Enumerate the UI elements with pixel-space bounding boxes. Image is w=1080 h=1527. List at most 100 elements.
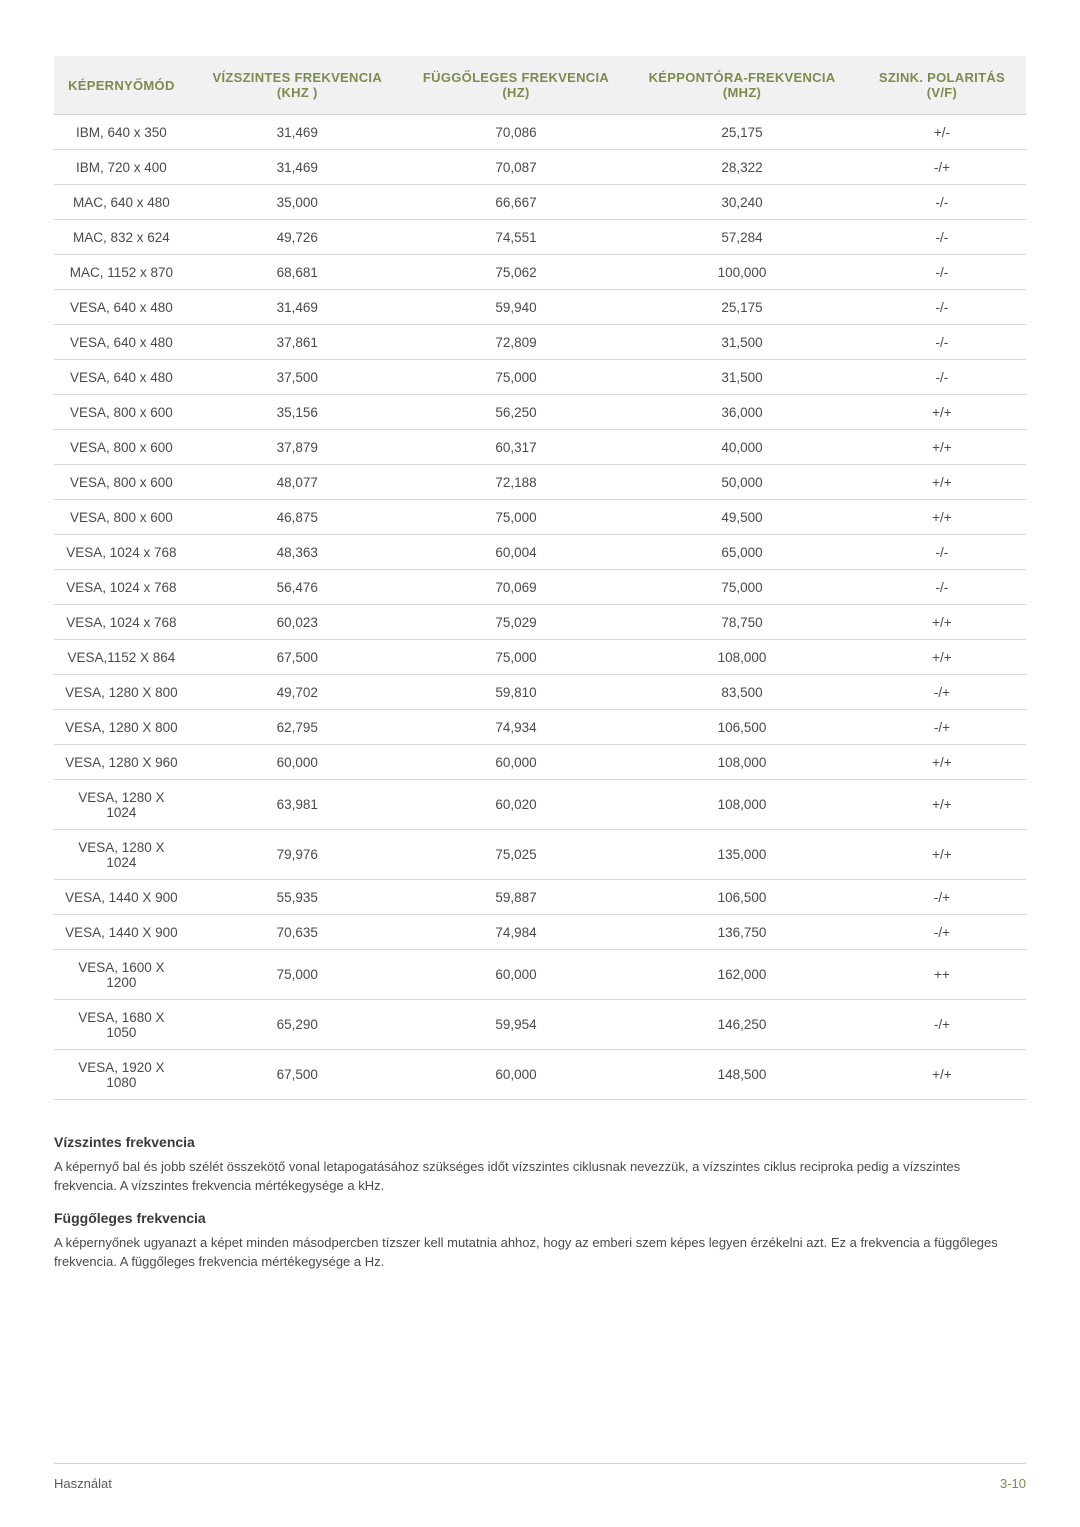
table-cell: 60,000 bbox=[406, 950, 626, 1000]
table-cell: 59,940 bbox=[406, 290, 626, 325]
table-cell: IBM, 640 x 350 bbox=[54, 115, 189, 150]
table-cell: VESA, 1280 X 1024 bbox=[54, 830, 189, 880]
footer-section: Használat bbox=[54, 1476, 112, 1491]
footer-page-number: 3-10 bbox=[1000, 1476, 1026, 1491]
table-cell: VESA, 800 x 600 bbox=[54, 500, 189, 535]
table-cell: 75,000 bbox=[406, 500, 626, 535]
table-cell: 162,000 bbox=[626, 950, 858, 1000]
table-cell: 146,250 bbox=[626, 1000, 858, 1050]
table-cell: 59,887 bbox=[406, 880, 626, 915]
table-cell: 59,810 bbox=[406, 675, 626, 710]
table-cell: 31,469 bbox=[189, 150, 406, 185]
table-cell: VESA, 1440 X 900 bbox=[54, 880, 189, 915]
table-cell: 75,000 bbox=[189, 950, 406, 1000]
table-cell: 35,000 bbox=[189, 185, 406, 220]
table-body: IBM, 640 x 35031,46970,08625,175+/-IBM, … bbox=[54, 115, 1026, 1100]
table-row: VESA, 1024 x 76856,47670,06975,000-/- bbox=[54, 570, 1026, 605]
table-row: VESA,1152 X 86467,50075,000108,000+/+ bbox=[54, 640, 1026, 675]
table-cell: VESA, 1280 X 960 bbox=[54, 745, 189, 780]
table-row: IBM, 640 x 35031,46970,08625,175+/- bbox=[54, 115, 1026, 150]
table-cell: VESA, 1920 X 1080 bbox=[54, 1050, 189, 1100]
table-cell: +/+ bbox=[858, 395, 1026, 430]
table-cell: +/+ bbox=[858, 745, 1026, 780]
table-cell: 49,726 bbox=[189, 220, 406, 255]
table-row: MAC, 640 x 48035,00066,66730,240-/- bbox=[54, 185, 1026, 220]
table-cell: 83,500 bbox=[626, 675, 858, 710]
table-cell: +/+ bbox=[858, 640, 1026, 675]
table-cell: 36,000 bbox=[626, 395, 858, 430]
table-cell: +/+ bbox=[858, 605, 1026, 640]
table-cell: 79,976 bbox=[189, 830, 406, 880]
table-cell: 65,000 bbox=[626, 535, 858, 570]
hfreq-text: A képernyő bal és jobb szélét összekötő … bbox=[54, 1158, 1026, 1196]
table-cell: 74,984 bbox=[406, 915, 626, 950]
table-cell: VESA, 1600 X 1200 bbox=[54, 950, 189, 1000]
table-cell: VESA, 1280 X 1024 bbox=[54, 780, 189, 830]
table-cell: 74,551 bbox=[406, 220, 626, 255]
table-cell: -/- bbox=[858, 360, 1026, 395]
table-row: VESA, 800 x 60037,87960,31740,000+/+ bbox=[54, 430, 1026, 465]
table-cell: 70,087 bbox=[406, 150, 626, 185]
table-header-row: KÉPERNYŐMÓD VÍZSZINTES FREKVENCIA (KHZ )… bbox=[54, 56, 1026, 115]
table-row: VESA, 800 x 60046,87575,00049,500+/+ bbox=[54, 500, 1026, 535]
table-cell: +/+ bbox=[858, 430, 1026, 465]
table-cell: 135,000 bbox=[626, 830, 858, 880]
table-cell: 75,062 bbox=[406, 255, 626, 290]
table-cell: 25,175 bbox=[626, 290, 858, 325]
col-vfreq: FÜGGŐLEGES FREKVENCIA (HZ) bbox=[406, 56, 626, 115]
table-cell: IBM, 720 x 400 bbox=[54, 150, 189, 185]
table-cell: 108,000 bbox=[626, 640, 858, 675]
table-cell: VESA, 640 x 480 bbox=[54, 325, 189, 360]
col-mode: KÉPERNYŐMÓD bbox=[54, 56, 189, 115]
table-cell: 68,681 bbox=[189, 255, 406, 290]
table-cell: VESA, 1680 X 1050 bbox=[54, 1000, 189, 1050]
table-row: VESA, 800 x 60035,15656,25036,000+/+ bbox=[54, 395, 1026, 430]
vfreq-text: A képernyőnek ugyanazt a képet minden má… bbox=[54, 1234, 1026, 1272]
table-cell: 60,000 bbox=[406, 745, 626, 780]
table-cell: -/+ bbox=[858, 150, 1026, 185]
table-cell: 63,981 bbox=[189, 780, 406, 830]
table-cell: 75,000 bbox=[626, 570, 858, 605]
hfreq-heading: Vízszintes frekvencia bbox=[54, 1134, 1026, 1150]
table-cell: 55,935 bbox=[189, 880, 406, 915]
table-cell: VESA, 1024 x 768 bbox=[54, 535, 189, 570]
table-cell: -/- bbox=[858, 535, 1026, 570]
table-cell: 31,500 bbox=[626, 325, 858, 360]
table-cell: MAC, 640 x 480 bbox=[54, 185, 189, 220]
vfreq-heading: Függőleges frekvencia bbox=[54, 1210, 1026, 1226]
table-row: IBM, 720 x 40031,46970,08728,322-/+ bbox=[54, 150, 1026, 185]
table-row: VESA, 1920 X 108067,50060,000148,500+/+ bbox=[54, 1050, 1026, 1100]
table-cell: 31,500 bbox=[626, 360, 858, 395]
table-cell: -/- bbox=[858, 185, 1026, 220]
table-cell: VESA,1152 X 864 bbox=[54, 640, 189, 675]
table-cell: +/- bbox=[858, 115, 1026, 150]
table-cell: 70,069 bbox=[406, 570, 626, 605]
table-cell: -/- bbox=[858, 325, 1026, 360]
table-cell: VESA, 1024 x 768 bbox=[54, 570, 189, 605]
table-row: VESA, 1024 x 76860,02375,02978,750+/+ bbox=[54, 605, 1026, 640]
table-cell: 60,000 bbox=[189, 745, 406, 780]
table-cell: VESA, 800 x 600 bbox=[54, 395, 189, 430]
table-cell: -/- bbox=[858, 290, 1026, 325]
table-cell: 60,004 bbox=[406, 535, 626, 570]
table-row: VESA, 1280 X 96060,00060,000108,000+/+ bbox=[54, 745, 1026, 780]
table-cell: 60,000 bbox=[406, 1050, 626, 1100]
table-row: VESA, 1440 X 90070,63574,984136,750-/+ bbox=[54, 915, 1026, 950]
table-cell: 60,020 bbox=[406, 780, 626, 830]
table-cell: 60,317 bbox=[406, 430, 626, 465]
table-cell: 70,635 bbox=[189, 915, 406, 950]
table-cell: 25,175 bbox=[626, 115, 858, 150]
table-row: VESA, 1280 X 80062,79574,934106,500-/+ bbox=[54, 710, 1026, 745]
table-row: VESA, 1280 X 80049,70259,81083,500-/+ bbox=[54, 675, 1026, 710]
table-cell: 65,290 bbox=[189, 1000, 406, 1050]
table-cell: 60,023 bbox=[189, 605, 406, 640]
table-cell: +/+ bbox=[858, 1050, 1026, 1100]
table-cell: 75,029 bbox=[406, 605, 626, 640]
table-row: VESA, 1440 X 90055,93559,887106,500-/+ bbox=[54, 880, 1026, 915]
table-cell: 56,250 bbox=[406, 395, 626, 430]
table-cell: 70,086 bbox=[406, 115, 626, 150]
notes-section: Vízszintes frekvencia A képernyő bal és … bbox=[54, 1134, 1026, 1271]
table-cell: 62,795 bbox=[189, 710, 406, 745]
table-row: VESA, 1280 X 102463,98160,020108,000+/+ bbox=[54, 780, 1026, 830]
table-row: MAC, 1152 x 87068,68175,062100,000-/- bbox=[54, 255, 1026, 290]
